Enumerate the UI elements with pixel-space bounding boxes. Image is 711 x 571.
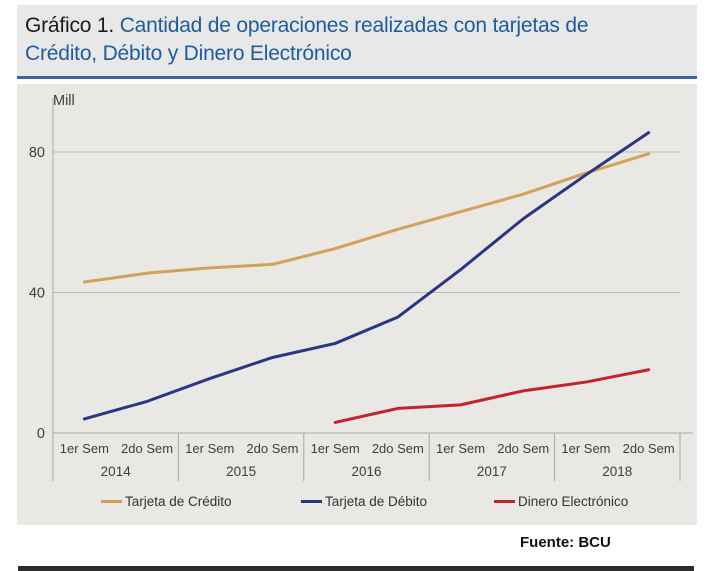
line-chart: 0 40 80 1er Sem 2do Sem 2014 1er Sem 2do Sem 201… [29,98,693,481]
x-tick-label-1er-2014: 1er Sem [60,441,109,456]
x-tick-label-2do-2018: 2do Sem [623,441,675,456]
legend-item-dinero-electr-nico: Dinero Electrónico [494,492,628,510]
chart-panel: Mill 0 40 80 1er Sem 2do Sem 2014 1er Sem 2do S… [17,84,697,525]
x-year-label-2015: 2015 [226,464,256,479]
figure-title: Cantidad de operaciones realizadas con t… [25,14,589,65]
x-tick-label-1er-2017: 1er Sem [436,441,485,456]
x-year-label-2014: 2014 [101,464,132,479]
x-year-label-2016: 2016 [351,464,381,479]
x-tick-label-1er-2015: 1er Sem [185,441,234,456]
legend-swatch-icon [301,499,322,503]
bottom-divider [18,566,694,571]
x-tick-label-1er-2018: 1er Sem [561,441,610,456]
x-tick-label-2do-2014: 2do Sem [121,441,173,456]
x-year-label-2018: 2018 [602,464,632,479]
legend-swatch-icon [494,499,515,503]
y-tick-label-0: 0 [37,426,45,442]
legend-item-tarjeta-de-d-bito: Tarjeta de Débito [301,492,427,510]
series-line-dinero-electr-nico [333,368,651,424]
legend-item-tarjeta-de-cr-dito: Tarjeta de Crédito [101,492,232,510]
figure-label: Gráfico 1. [25,14,115,37]
legend-label: Dinero Electrónico [518,493,629,509]
y-tick-label-80: 80 [29,145,45,161]
series-line-tarjeta-de-cr-dito [82,152,651,284]
source-note: Fuente: BCU [520,534,611,551]
x-tick-label-1er-2016: 1er Sem [311,441,360,456]
series-line-tarjeta-de-d-bito [82,131,651,421]
x-tick-label-2do-2017: 2do Sem [497,441,549,456]
x-tick-label-2do-2016: 2do Sem [372,441,424,456]
x-year-label-2017: 2017 [477,464,507,479]
legend-label: Tarjeta de Débito [325,493,428,509]
y-axis-title: Mill [53,93,75,109]
x-tick-label-2do-2015: 2do Sem [246,441,298,456]
legend-label: Tarjeta de Crédito [125,493,232,509]
y-tick-label-40: 40 [29,286,45,302]
chart-header: Gráfico 1. Cantidad de operaciones reali… [17,5,697,79]
legend-swatch-icon [101,499,122,503]
